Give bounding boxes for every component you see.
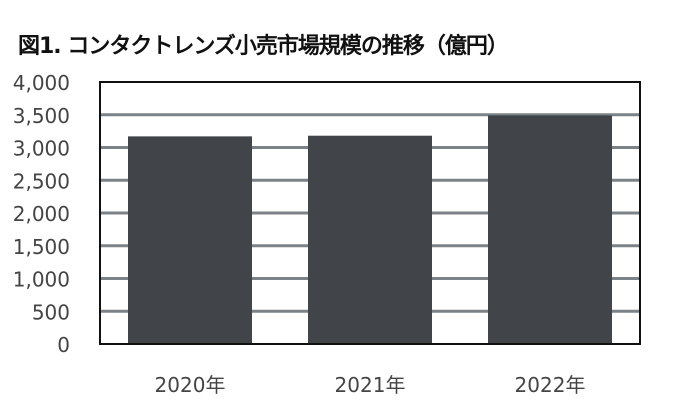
bar-2022年	[488, 115, 612, 344]
y-tick-label: 4,000	[13, 71, 70, 95]
y-tick-label: 1,000	[13, 268, 70, 292]
y-tick-label: 2,000	[13, 202, 70, 226]
x-tick-label: 2020年	[155, 373, 226, 397]
bar-2020年	[128, 136, 252, 344]
x-tick-label: 2021年	[335, 373, 406, 397]
y-tick-label: 0	[57, 333, 70, 357]
chart-title: 図1. コンタクトレンズ小売市場規模の推移（億円）	[18, 34, 509, 59]
y-tick-label: 3,000	[13, 137, 70, 161]
y-tick-label: 2,500	[13, 169, 70, 193]
bar-2021年	[308, 135, 432, 344]
y-tick-label: 3,500	[13, 104, 70, 128]
x-tick-label: 2022年	[515, 373, 586, 397]
plot-frame	[99, 81, 641, 345]
y-tick-label: 500	[32, 300, 70, 324]
y-tick-label: 1,500	[13, 235, 70, 259]
